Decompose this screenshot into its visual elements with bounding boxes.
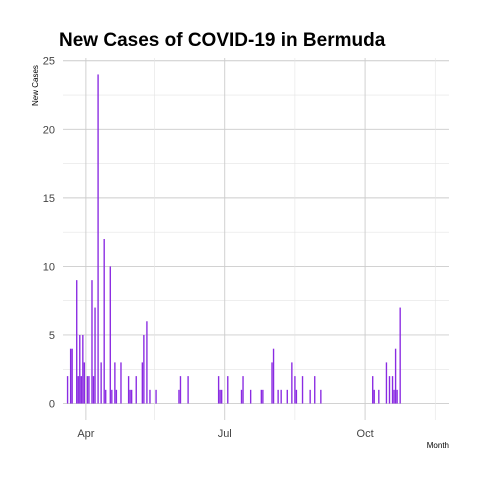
bar — [217, 376, 220, 404]
bar — [69, 348, 72, 404]
bar — [294, 376, 296, 404]
bar — [115, 389, 118, 404]
bar — [76, 280, 78, 404]
bar — [91, 280, 93, 404]
bar — [320, 389, 322, 404]
bar — [295, 389, 298, 404]
bar — [399, 307, 401, 404]
bar — [103, 239, 105, 404]
bar — [271, 362, 273, 404]
bar — [393, 389, 395, 404]
bar — [111, 389, 113, 404]
x-axis-label: Month — [427, 441, 449, 450]
bar — [272, 348, 275, 404]
bar — [373, 389, 375, 404]
bar — [92, 376, 95, 404]
bar — [94, 307, 96, 404]
bar — [391, 376, 394, 404]
y-tick-label: 20 — [43, 124, 55, 136]
bar — [280, 389, 282, 404]
bar — [187, 376, 189, 404]
bar — [135, 376, 137, 404]
bar — [149, 389, 151, 404]
y-tick-label: 15 — [43, 193, 55, 205]
bar — [146, 321, 148, 404]
bar — [79, 334, 81, 404]
bar — [130, 389, 133, 404]
bar — [109, 266, 111, 404]
x-tick-label: Apr — [77, 428, 94, 440]
bar — [120, 362, 122, 404]
bar — [372, 376, 374, 404]
bar — [77, 376, 79, 404]
bar — [83, 362, 86, 404]
bar — [396, 389, 398, 404]
bar — [249, 389, 252, 404]
bar — [286, 389, 288, 404]
bar — [394, 348, 397, 404]
bar — [301, 376, 304, 404]
bar — [385, 362, 388, 404]
chart-title: New Cases of COVID-19 in Bermuda — [59, 30, 386, 51]
bar — [179, 376, 182, 404]
bar — [80, 376, 82, 404]
bar — [141, 362, 144, 404]
bar — [227, 376, 229, 404]
bar — [155, 389, 157, 404]
x-tick-label: Oct — [357, 428, 374, 440]
bar — [66, 376, 69, 404]
grid-layer — [63, 58, 449, 420]
y-tick-labels: 0 5 10 15 20 25 — [43, 56, 55, 411]
bar — [388, 376, 391, 404]
bar — [71, 348, 73, 404]
bar — [100, 362, 102, 404]
bar — [86, 376, 89, 404]
bar — [240, 389, 243, 404]
bar-layer — [66, 74, 401, 404]
y-axis-label: New Cases — [31, 65, 40, 106]
bar — [114, 362, 116, 404]
bar — [219, 389, 221, 404]
bar — [378, 389, 380, 404]
bar — [88, 376, 90, 404]
bar — [105, 389, 107, 404]
y-tick-label: 5 — [49, 330, 55, 342]
bar — [127, 376, 130, 404]
bar — [277, 389, 279, 404]
bar — [178, 389, 180, 404]
bar — [129, 389, 131, 404]
bar — [262, 389, 264, 404]
bar — [260, 389, 263, 404]
x-tick-labels: Apr Jul Oct — [77, 428, 373, 440]
bar — [97, 74, 99, 404]
bar — [143, 334, 145, 404]
y-tick-label: 10 — [43, 261, 55, 273]
bar — [314, 376, 316, 404]
bar — [242, 376, 244, 404]
bar — [220, 389, 223, 404]
y-tick-label: 25 — [43, 56, 55, 68]
y-tick-label: 0 — [49, 399, 55, 411]
bar — [291, 362, 293, 404]
bar — [82, 334, 84, 404]
x-tick-label: Jul — [218, 428, 232, 440]
bar — [309, 389, 311, 404]
